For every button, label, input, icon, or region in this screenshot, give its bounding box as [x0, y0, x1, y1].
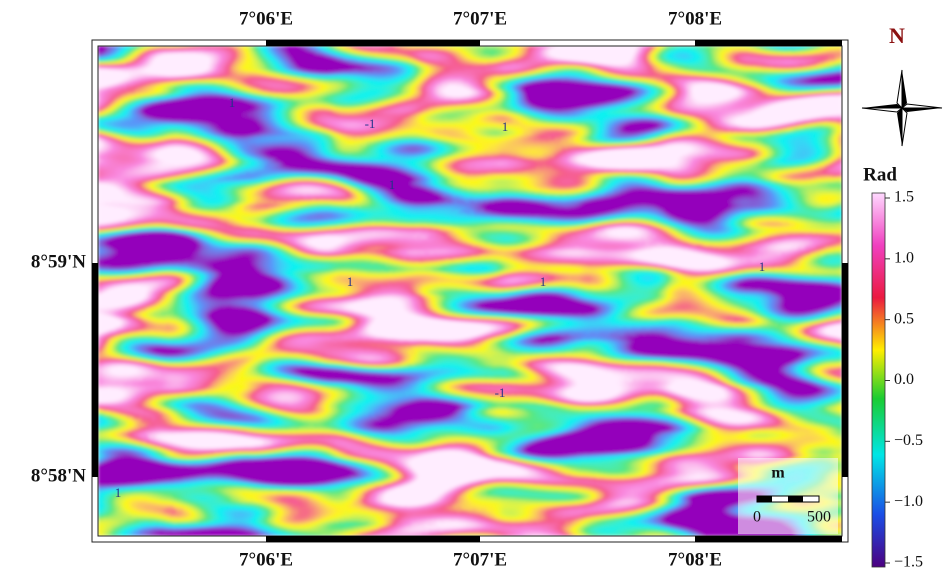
contour-label: 1 — [540, 274, 547, 289]
contour-label: 1 — [389, 177, 396, 192]
lat-label: 8°58'N — [31, 465, 86, 486]
contour-label: 1 — [347, 274, 354, 289]
colorbar-tick-label: −1.0 — [894, 493, 923, 510]
colorbar-title: Rad — [863, 164, 897, 185]
lon-label: 7°08'E — [668, 549, 722, 570]
contour-label: 1 — [759, 259, 766, 274]
contour-label: -1 — [365, 116, 376, 131]
scale-tick-label: 0 — [753, 509, 761, 526]
contour-label: -1 — [495, 385, 506, 400]
contour-label: 1 — [229, 95, 236, 110]
map-figure: N Rad m 7°06'E 7°06'E 7°07'E 7°07'E 7°08'E 7°… — [0, 0, 949, 577]
colorbar-tick-label: −1.5 — [894, 554, 923, 571]
colorbar-tick-label: −0.5 — [894, 432, 923, 449]
map-image — [98, 46, 842, 536]
colorbar-tick-label: 0.5 — [894, 310, 914, 327]
lon-label: 7°06'E — [239, 549, 293, 570]
colorbar-tick-label: 1.5 — [894, 189, 914, 206]
scale-unit: m — [771, 465, 785, 482]
lon-label: 7°06'E — [239, 8, 293, 29]
colorbar-tick-label: 0.0 — [894, 371, 914, 388]
scale-tick-label: 500 — [807, 509, 831, 526]
lon-label: 7°08'E — [668, 8, 722, 29]
lon-label: 7°07'E — [453, 8, 507, 29]
contour-label: 1 — [115, 485, 122, 500]
lat-label: 8°59'N — [31, 251, 86, 272]
north-arrow — [862, 70, 942, 146]
lon-label: 7°07'E — [453, 549, 507, 570]
colorbar-tick-label: 1.0 — [894, 250, 914, 267]
north-label: N — [889, 23, 905, 48]
contour-label: 1 — [502, 119, 509, 134]
colorbar — [872, 193, 885, 567]
